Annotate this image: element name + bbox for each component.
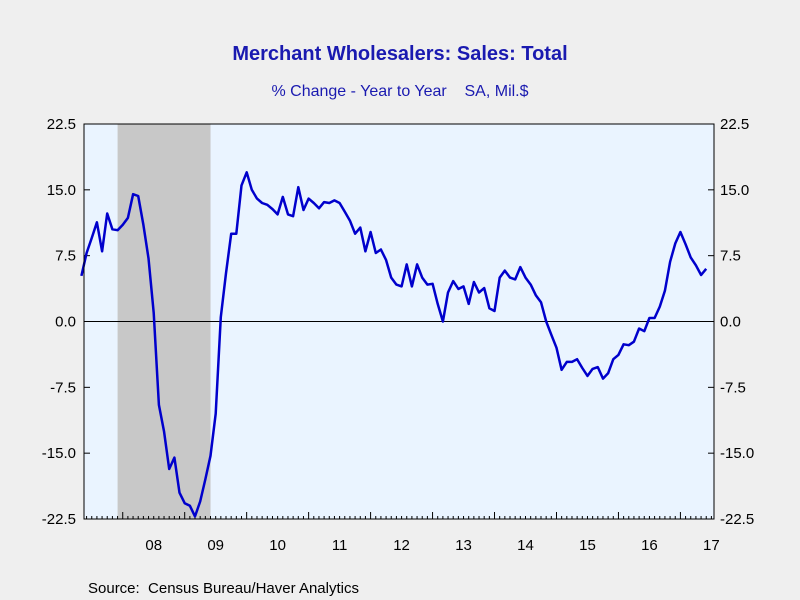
x-tick-label: 14 xyxy=(517,537,534,554)
x-tick-label: 15 xyxy=(579,537,596,554)
x-tick-label: 13 xyxy=(455,537,472,554)
chart-subtitle: % Change - Year to Year SA, Mil.$ xyxy=(271,83,528,100)
y-tick-label-right: 15.0 xyxy=(720,182,749,199)
x-tick-label: 12 xyxy=(393,537,410,554)
y-tick-label-left: -7.5 xyxy=(50,379,76,396)
y-tick-label-left: 22.5 xyxy=(47,116,76,133)
chart-marks: 22.5 22.5 15.0 15.0 7.5 7.5 0.0 0.0 -7.5 -7.5 -15.… xyxy=(42,116,754,554)
y-tick-label-right: 7.5 xyxy=(720,248,741,265)
y-tick-label-right: 0.0 xyxy=(720,314,741,331)
y-tick-label-left: 7.5 xyxy=(55,248,76,265)
y-tick-label-right: -7.5 xyxy=(720,379,746,396)
source-note: Source: Census Bureau/Haver Analytics xyxy=(88,580,359,597)
x-tick-label: 16 xyxy=(641,537,658,554)
chart-title: Merchant Wholesalers: Sales: Total xyxy=(232,43,567,65)
x-tick-label: 10 xyxy=(269,537,286,554)
y-tick-label-left: 0.0 xyxy=(55,314,76,331)
y-tick-label-left: 15.0 xyxy=(47,182,76,199)
x-tick-label: 08 xyxy=(145,537,162,554)
plot-frame xyxy=(83,123,715,520)
y-tick-label-right: 22.5 xyxy=(720,116,749,133)
y-tick-label-right: -22.5 xyxy=(720,511,754,528)
x-tick-label: 11 xyxy=(332,537,348,554)
x-tick-label: 09 xyxy=(207,537,224,554)
x-tick-label: 17 xyxy=(703,537,720,554)
y-tick-label-left: -22.5 xyxy=(42,511,76,528)
y-tick-label-right: -15.0 xyxy=(720,445,754,462)
y-tick-label-left: -15.0 xyxy=(42,445,76,462)
series-line xyxy=(80,171,708,518)
